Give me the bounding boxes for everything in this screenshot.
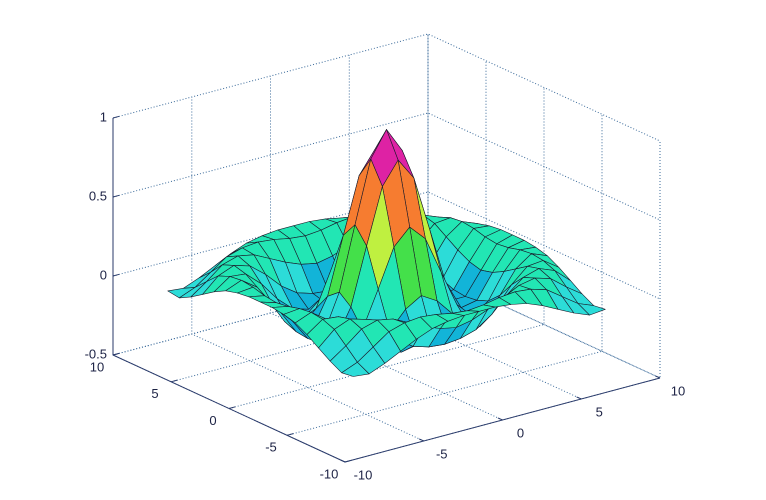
- x-tick: [576, 396, 582, 400]
- x-tick-label: -10: [354, 467, 373, 482]
- x-tick-label: 5: [596, 404, 603, 419]
- z-tick: [112, 352, 120, 356]
- z-tick-label: 0: [100, 267, 107, 282]
- x-tick: [655, 375, 661, 379]
- x-tick: [418, 438, 425, 442]
- grid-line: [228, 87, 545, 409]
- y-tick-label: 5: [151, 386, 158, 401]
- y-tick: [344, 459, 352, 463]
- y-tick-label: -5: [265, 440, 277, 455]
- grid-line: [270, 76, 503, 421]
- y-tick: [286, 433, 294, 436]
- y-tick: [170, 379, 178, 383]
- y-tick-label: -10: [320, 466, 339, 481]
- z-tick: [112, 273, 120, 277]
- grid-line: [112, 112, 661, 221]
- grid-line: [286, 114, 603, 436]
- y-tick: [228, 406, 236, 409]
- x-tick-label: 10: [671, 383, 685, 398]
- grid-line: [112, 270, 661, 379]
- z-tick: [112, 194, 120, 198]
- x-tick-label: -5: [436, 446, 448, 461]
- x-tick: [340, 459, 346, 463]
- x-tick-label: 0: [517, 425, 524, 440]
- z-tick: [112, 115, 120, 119]
- x-tick: [497, 417, 503, 421]
- y-tick-label: 10: [90, 359, 104, 374]
- grid-line: [170, 60, 487, 383]
- y-tick-label: 0: [209, 413, 216, 428]
- z-tick-label: 0.5: [89, 188, 107, 203]
- grid-line: [112, 33, 661, 142]
- grid-line: [112, 191, 661, 300]
- z-tick-label: 1: [100, 109, 107, 124]
- z-tick-label: -0.5: [85, 346, 107, 361]
- surface-patch: [341, 361, 370, 377]
